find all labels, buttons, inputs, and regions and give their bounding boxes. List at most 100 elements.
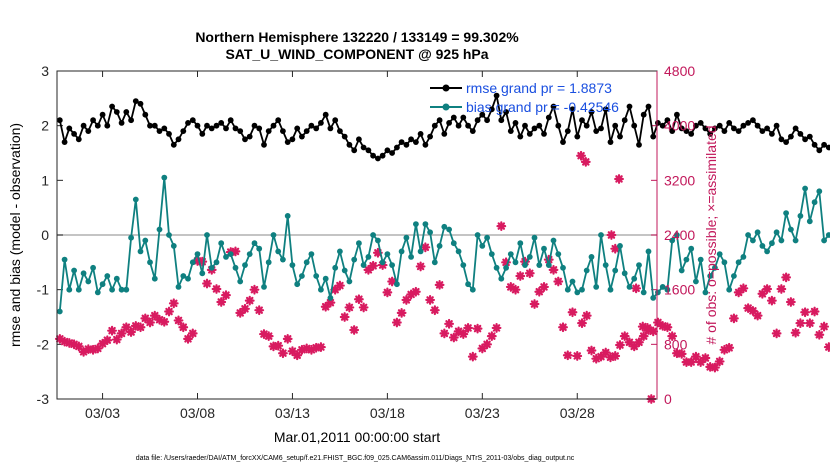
rmse-point [175,136,182,143]
bias-point [707,273,714,279]
obs-point [135,322,146,333]
bias-point [360,262,367,268]
y-left-tick-label: -1 [37,282,50,298]
bias-point [607,286,614,293]
bias-point [545,262,552,268]
rmse-point [356,136,362,143]
x-axis-label: Mar.01,2011 00:00:00 start [274,429,440,445]
bias-point [450,240,457,247]
bias-point [246,251,253,257]
obs-point [790,327,801,338]
rmse-point [664,117,671,124]
rmse-point [697,120,704,126]
bias-point [270,232,277,238]
y-left-tick-label: 3 [41,63,49,79]
rmse-point [545,114,552,121]
bias-point [294,281,301,288]
x-tick-label: 03/18 [370,405,405,421]
obs-point [631,283,642,294]
rmse-point [398,139,405,146]
bias-point [612,267,619,274]
legend-bias-marker [442,103,450,111]
obs-point [800,307,811,318]
rmse-point [602,106,609,113]
obs-point [448,332,459,343]
bias-point [66,286,73,293]
obs-point [240,303,250,314]
bias-point [574,289,581,296]
bias-point [507,251,514,257]
obs-point [92,343,103,354]
bias-point [90,264,96,271]
rmse-point [806,133,813,140]
bias-point [593,284,600,290]
bias-point [223,254,229,260]
rmse-point [303,128,310,135]
bias-point [431,259,438,266]
obs-point [335,280,345,291]
y-right-tick-label: 4000 [664,118,695,134]
rmse-point [370,152,376,159]
obs-point [776,284,787,294]
rmse-point [90,117,96,124]
bias-point [721,259,728,266]
bias-point [555,251,562,257]
bias-point [94,289,101,296]
rmse-point [270,122,277,129]
y-right-tick-label: 800 [664,336,688,352]
rmse-point [626,103,633,110]
bias-point [536,262,543,268]
bias-point [778,237,785,244]
legend-rmse-marker [442,84,450,92]
bias-point [284,213,291,219]
legend-bias-label: bias grand pr = -0.42546 [466,99,619,115]
rmse-point [166,131,172,137]
obs-point [482,339,492,350]
bias-point [341,267,348,274]
obs-point [211,284,222,294]
x-tick-labels: 03/03 03/08 03/13 03/18 03/23 03/28 [85,405,595,421]
bias-point [422,221,429,228]
rmse-point [232,125,239,132]
bias-point [379,259,386,266]
obs-point [610,243,621,254]
rmse-point [541,131,547,137]
rmse-point [294,125,301,132]
rmse-point [265,128,272,135]
bias-point [645,248,652,255]
bias-point [265,259,272,266]
obs-point [567,307,578,318]
bias-point [503,264,509,271]
bias-point [498,275,505,282]
rmse-point [284,139,291,146]
obs-point [577,318,587,329]
obs-point [539,282,549,292]
rmse-point [555,122,562,129]
rmse-point [773,122,780,129]
rmse-point [588,109,595,115]
rmse-point [446,120,452,126]
rmse-point [726,120,733,126]
rmse-point [531,125,538,132]
rmse-point [816,147,823,154]
rmse-point [379,152,386,159]
y-right-tick-label: 4800 [664,63,695,79]
bias-point [56,308,63,315]
x-tick-label: 03/03 [85,405,120,421]
bias-point [232,264,239,271]
bias-point [469,286,476,293]
rmse-point [745,120,751,126]
rmse-point [560,139,566,146]
rmse-point [764,125,770,132]
bias-point [484,234,490,241]
rmse-point [118,120,125,126]
bias-point [441,223,448,230]
bias-point [384,251,391,257]
bias-point [811,199,818,206]
y-axis-label-left: rmse and bias (model - observation) [7,123,23,347]
rmse-point [223,125,229,132]
obs-point [353,294,364,305]
bias-point [189,259,196,266]
rmse-point [408,136,414,143]
bias-point [460,262,467,268]
